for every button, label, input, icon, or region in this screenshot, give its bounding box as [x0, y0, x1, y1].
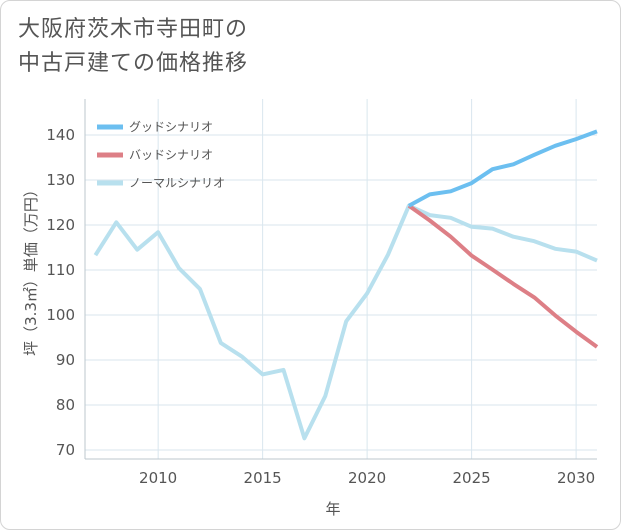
chart-title-line-2: 中古戸建ての価格推移	[18, 51, 249, 76]
x-tick-label: 2020	[348, 469, 386, 487]
y-tick-label: 100	[46, 306, 75, 324]
legend-label: ノーマルシナリオ	[129, 176, 225, 190]
y-tick-label: 130	[46, 171, 75, 189]
y-tick-label: 110	[46, 261, 75, 279]
series-line	[407, 129, 598, 208]
chart-title-line-1: 大阪府茨木市寺田町の	[18, 17, 249, 42]
y-axis-title: 坪（3.3㎡）単価（万円）	[22, 182, 40, 356]
legend-label: バッドシナリオ	[129, 148, 213, 162]
x-tick-label: 2010	[139, 469, 177, 487]
legend-label: グッドシナリオ	[129, 120, 213, 134]
x-tick-label: 2015	[244, 469, 282, 487]
series-line	[407, 204, 599, 349]
x-tick-label: 2030	[557, 469, 595, 487]
x-tick-label: 2025	[453, 469, 491, 487]
chart-title: 大阪府茨木市寺田町の 中古戸建ての価格推移	[18, 13, 248, 81]
y-tick-label: 120	[46, 216, 75, 234]
y-tick-label: 140	[46, 126, 75, 144]
series-line	[93, 203, 598, 441]
y-tick-label: 90	[56, 351, 75, 369]
y-tick-label: 80	[56, 396, 75, 414]
x-axis-title: 年	[325, 500, 340, 518]
plot-area	[85, 99, 597, 459]
y-tick-label: 70	[56, 441, 75, 459]
